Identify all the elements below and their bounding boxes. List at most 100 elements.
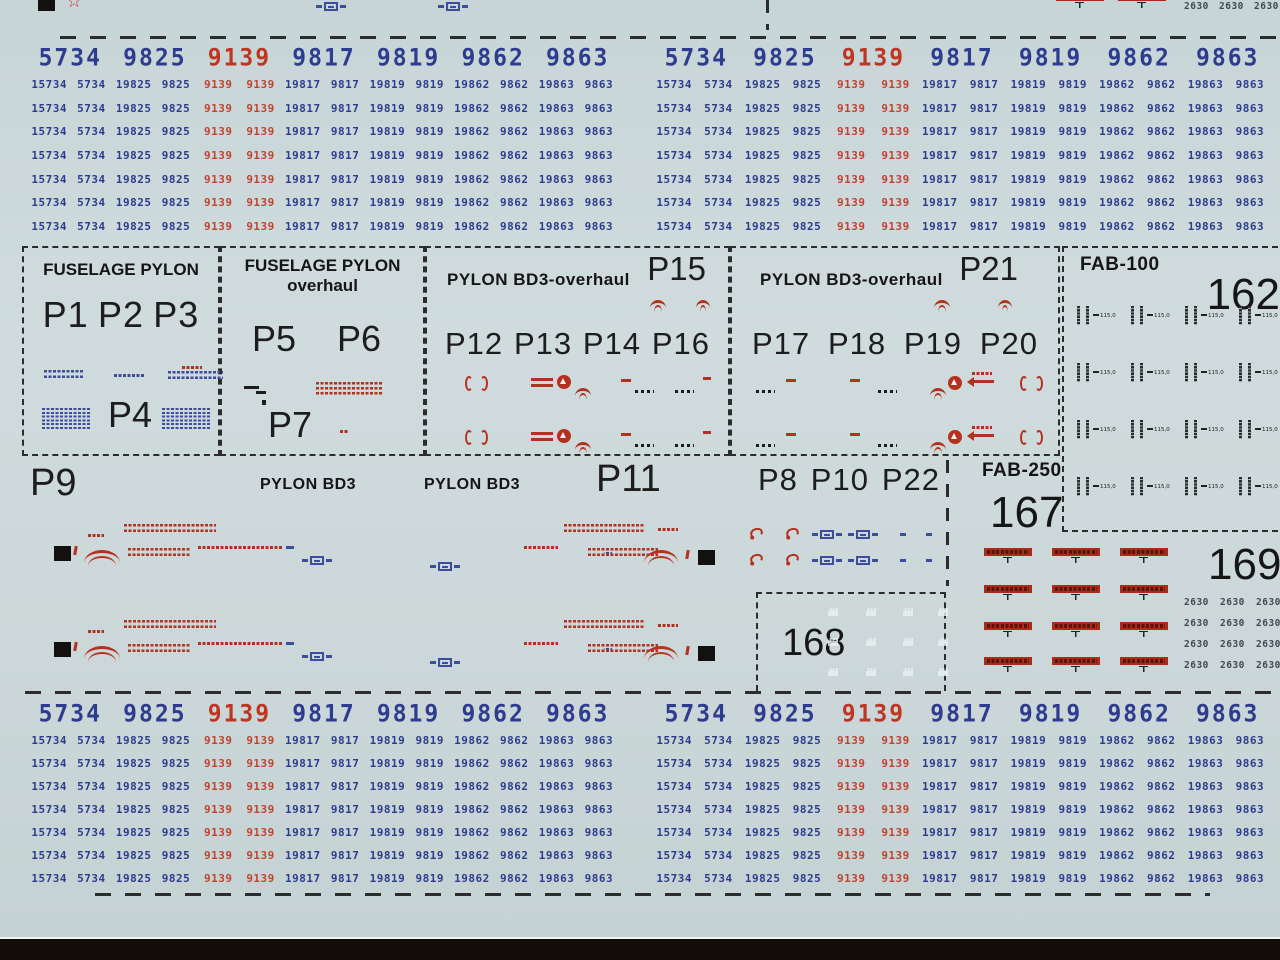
serial-number-block: 5734 9825 9139 9817 9819 9862 9863 15734 5734 198… <box>652 698 1272 890</box>
fab100-stencil-decal: 115,0 <box>1239 306 1280 338</box>
decal-box-fuselage-pylon-overhaul: FUSELAGE PYLON overhaul P5 P6 P7 <box>220 246 425 456</box>
serial-number: 19825 <box>115 849 152 862</box>
p-label-corner: P21 <box>959 250 1018 287</box>
black-dots-decal <box>675 444 694 447</box>
serial-number: 5734 <box>77 172 106 186</box>
serial-number: 9139 <box>246 196 275 210</box>
serial-number: 19825 <box>115 219 152 233</box>
stencil-bar <box>1077 420 1080 439</box>
serial-number: 15734 <box>31 196 67 210</box>
dashed-separator <box>60 36 1280 39</box>
serial-number: 19862 <box>454 172 490 186</box>
serial-number: 15734 <box>656 849 692 862</box>
serial-number: 19863 <box>538 780 575 793</box>
serial-number: 19825 <box>115 148 152 162</box>
serial-number: 19825 <box>115 125 152 139</box>
red-arrow-decal <box>967 376 994 387</box>
red-arc-decal <box>934 300 950 308</box>
serial-number: 9819 <box>1058 734 1087 747</box>
serial-number: 9139 <box>837 196 866 210</box>
serial-header: 9139 <box>207 699 272 728</box>
serial-number: 19817 <box>285 172 321 186</box>
serial-number: 9139 <box>881 826 910 839</box>
serial-number: 5734 <box>704 780 733 793</box>
serial-number: 19862 <box>454 872 490 885</box>
serial-number: 9139 <box>837 101 866 115</box>
stencil-bar <box>1194 363 1197 382</box>
serial-number: 5734 <box>704 734 733 747</box>
serial-number: 9819 <box>415 780 444 793</box>
serial-number: 15734 <box>31 780 67 793</box>
serial-number: 9825 <box>161 101 191 115</box>
serial-number: 19825 <box>744 757 781 770</box>
serial-number: 9819 <box>415 734 444 747</box>
serial-number: 19863 <box>1187 101 1224 115</box>
fab250-stripe-decal <box>1118 0 1166 8</box>
blue-stencil-text <box>162 408 210 430</box>
serial-header: 9825 <box>753 43 817 72</box>
corner-number: 2630 <box>1256 660 1280 671</box>
serial-number: 19817 <box>922 101 958 115</box>
serial-number: 15734 <box>656 101 692 115</box>
serial-band-bottom: 5734 9825 9139 9817 9819 9862 9863 15734 5734 198… <box>0 698 1280 890</box>
serial-number: 9139 <box>204 872 233 885</box>
fab100-stencil-decal: 115,0 <box>1239 420 1280 452</box>
serial-number: 9863 <box>584 125 614 139</box>
red-stencil-text <box>124 620 216 628</box>
serial-number: 19863 <box>1187 219 1224 233</box>
red-stencil-text <box>198 642 282 645</box>
blue-dash-decal <box>900 533 906 536</box>
stencil-bar <box>1140 363 1143 382</box>
serial-number: 5734 <box>77 101 106 115</box>
serial-number: 9863 <box>1235 125 1265 139</box>
serial-number: 9139 <box>881 803 910 816</box>
blue-dash-decal <box>286 546 294 549</box>
stencil-bar <box>1077 363 1080 382</box>
serial-number: 5734 <box>704 78 733 92</box>
serial-number: 15734 <box>656 219 692 233</box>
serial-number: 9863 <box>584 826 614 839</box>
serial-number: 9863 <box>584 780 614 793</box>
serial-number: 5734 <box>77 757 106 770</box>
serial-number: 9863 <box>1235 780 1265 793</box>
serial-number: 9819 <box>1058 101 1087 115</box>
red-stencil-text <box>128 644 190 652</box>
red-stencil-text <box>524 642 558 645</box>
red-hook-decal <box>748 526 765 540</box>
serial-number: 9139 <box>246 125 275 139</box>
serial-number: 9139 <box>881 872 910 885</box>
serial-number: 19819 <box>369 172 406 186</box>
p-label: P4 <box>108 394 153 435</box>
serial-number: 19819 <box>1010 872 1047 885</box>
serial-number: 9817 <box>330 148 360 162</box>
serial-number: 9817 <box>969 734 999 747</box>
serial-number: 9863 <box>584 803 614 816</box>
fab100-stencil-decal: 115,0 <box>1131 477 1177 509</box>
serial-number: 9817 <box>330 172 360 186</box>
stencil-bar <box>1140 420 1143 439</box>
serial-number: 9825 <box>161 872 191 885</box>
serial-number: 15734 <box>31 872 67 885</box>
serial-number: 19825 <box>744 101 781 115</box>
serial-header: 9819 <box>1018 699 1083 728</box>
serial-number: 9139 <box>837 219 866 233</box>
stencil-bar <box>1194 420 1197 439</box>
serial-number: 9863 <box>584 872 614 885</box>
serial-number: 19817 <box>285 78 321 92</box>
serial-number: 19819 <box>1010 78 1047 92</box>
red-stencil-text <box>88 630 104 633</box>
stencil-bar <box>1131 306 1134 325</box>
blue-dash-decal <box>286 642 294 645</box>
corner-number: 2630 <box>1219 1 1244 12</box>
serial-number: 9825 <box>792 78 822 92</box>
serial-number: 15734 <box>31 125 67 139</box>
serial-header: 5734 <box>38 699 102 728</box>
serial-number: 19863 <box>538 757 575 770</box>
serial-number: 9863 <box>1235 78 1265 92</box>
blue-dash-decal <box>926 559 932 562</box>
blue-chip-decal <box>302 556 332 565</box>
serial-number: 19819 <box>369 849 406 862</box>
serial-number: 9863 <box>1235 826 1265 839</box>
ghost-stencil-decal <box>866 608 876 616</box>
red-stencil-mark <box>340 430 348 433</box>
